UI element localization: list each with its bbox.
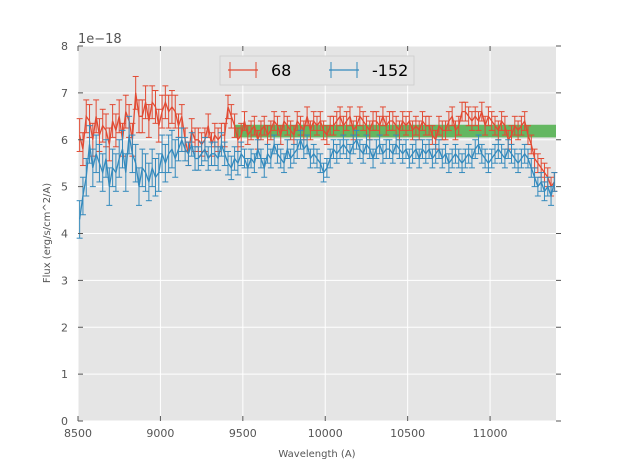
legend: 68 -152 xyxy=(219,55,415,86)
x-tick-label: 9000 xyxy=(146,427,174,440)
series-1 xyxy=(76,115,558,239)
x-tick-label: 9500 xyxy=(229,427,257,440)
legend-label: 68 xyxy=(271,61,291,80)
x-tick-label: 10500 xyxy=(390,427,425,440)
y-tick-label: 4 xyxy=(61,228,68,241)
y-tick-label: 8 xyxy=(61,40,68,53)
x-axis-label: Wavelength (A) xyxy=(278,449,355,460)
ticks: 8500 9000 9500 10000 10500 11000 0 1 2 3 4 5 6 7 8 xyxy=(61,40,561,440)
series-line-1 xyxy=(78,134,556,220)
series-line-0 xyxy=(78,92,555,189)
series-layer xyxy=(76,75,558,239)
y-tick-label: 5 xyxy=(61,181,68,194)
continuum-band xyxy=(234,124,556,138)
legend-entry-0: 68 xyxy=(228,61,291,80)
y-tick-label: 2 xyxy=(61,321,68,334)
y-tick-label: 7 xyxy=(61,87,68,100)
y-tick-label: 6 xyxy=(61,134,68,147)
y-axis-offset-label: 1e−18 xyxy=(78,32,122,47)
x-tick-label: 8500 xyxy=(64,427,92,440)
x-tick-label: 11000 xyxy=(473,427,508,440)
legend-label: -152 xyxy=(372,61,408,80)
y-tick-label: 3 xyxy=(61,274,68,287)
y-axis-label: Flux (erg/s/cm^2/A) xyxy=(42,183,53,283)
x-tick-label: 10000 xyxy=(308,427,343,440)
y-tick-label: 0 xyxy=(61,415,68,428)
grid xyxy=(77,45,556,422)
band-layer xyxy=(234,124,556,138)
y-tick-label: 1 xyxy=(61,368,68,381)
legend-entry-1: -152 xyxy=(329,61,408,80)
